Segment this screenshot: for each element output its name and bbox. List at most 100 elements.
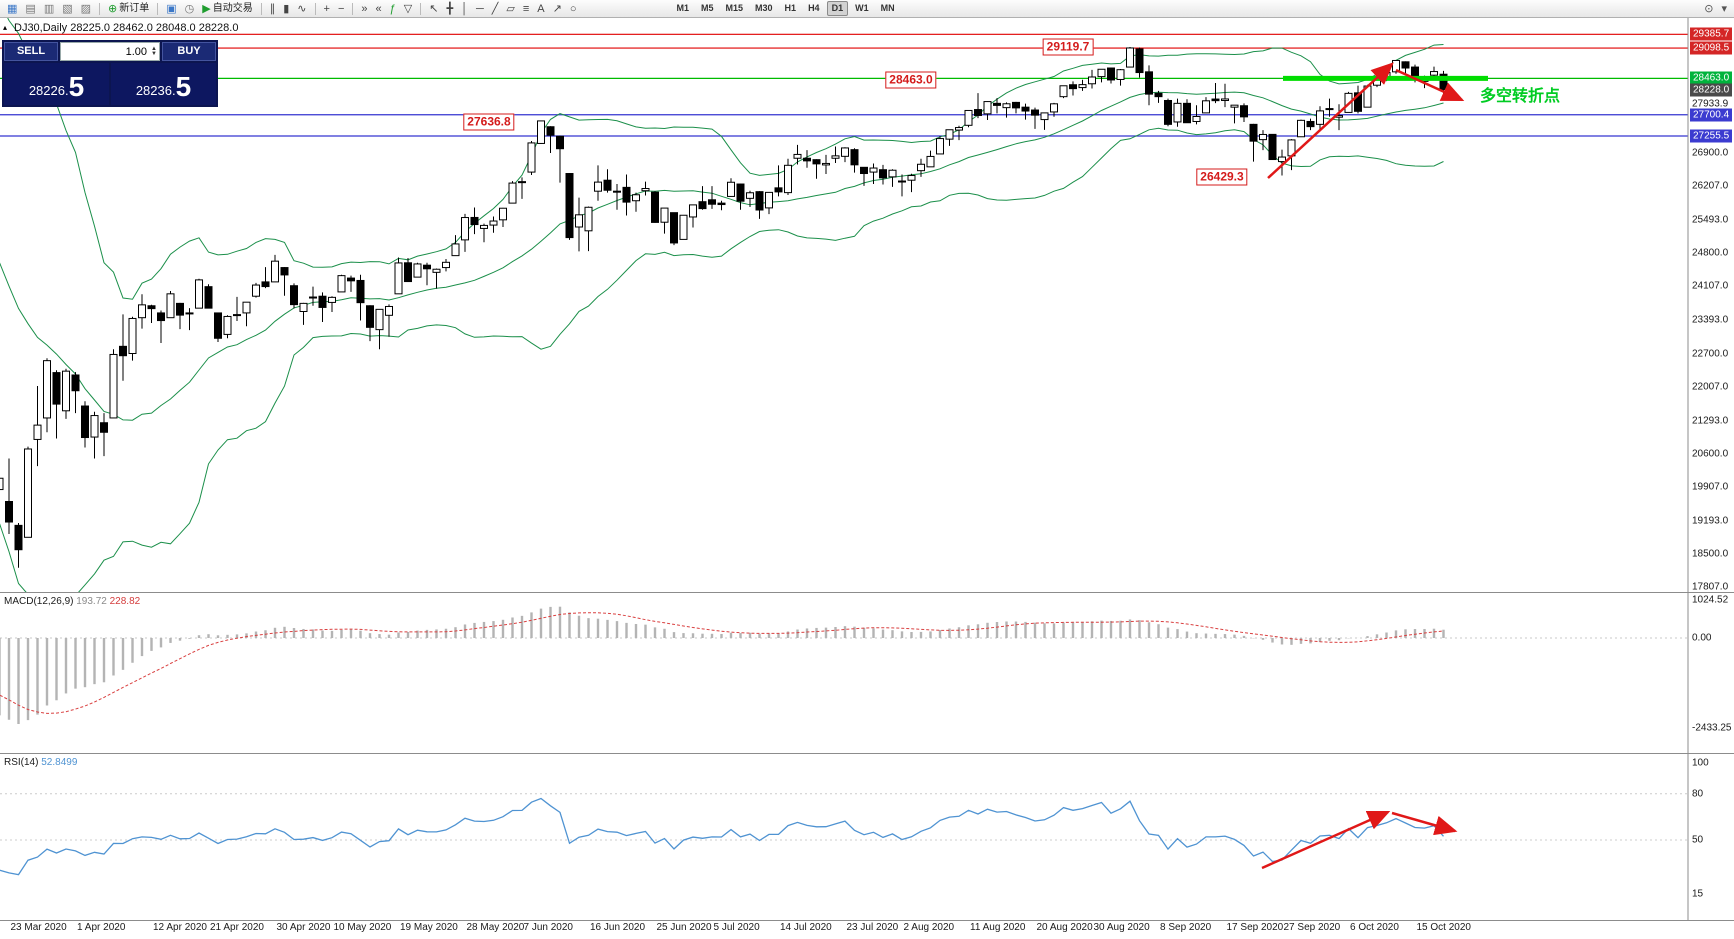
toolbar-separator [314, 2, 316, 15]
rsi-panel [0, 793, 1688, 876]
object-marker-icon: ▴ [3, 23, 8, 32]
horizontal-line-icon: ─ [475, 2, 484, 15]
new-chart-icon[interactable]: ▦ [3, 1, 21, 17]
new-order-button-label: 新订单 [119, 2, 150, 14]
timeframe-w1[interactable]: W1 [855, 3, 869, 13]
rsi-name: RSI(14) [4, 757, 39, 768]
buy-price[interactable]: 28236. 5 [111, 63, 216, 105]
autotrading-button[interactable]: ▶ 自动交易 [198, 1, 256, 17]
sell-button[interactable]: SELL [4, 42, 58, 61]
trend-arrow [1395, 68, 1465, 102]
chart-window-icon[interactable]: ▣ [162, 1, 180, 17]
text-label-icon: A [537, 2, 545, 15]
timeframe-m30[interactable]: M30 [755, 3, 773, 13]
trend-arrow [1267, 62, 1394, 179]
timeframe-m15[interactable]: M15 [725, 3, 744, 13]
candlestick-icon[interactable]: ▮ [279, 1, 293, 17]
volume-up-icon[interactable]: ▲ [151, 45, 157, 52]
timeframe-m1[interactable]: M1 [676, 3, 689, 13]
rsi-line [0, 797, 1444, 876]
macd-name: MACD(12,26,9) [4, 596, 74, 607]
fibonacci-icon[interactable]: ≡ [519, 1, 533, 17]
toolbar: ▦ ▤ ▥ ▧ ▨ ⊕ 新订单 ▣ ◷ ▶ 自动交易 ∥ ▮ ∿ + − » «ƒ ▽ ↖ ╋ │ ─ ╱ ▱ ≡ A ↗ ○ M1 M5… [0, 0, 1734, 18]
macd-panel [0, 606, 1688, 724]
text-label-icon[interactable]: A [533, 1, 548, 17]
navigator-icon[interactable]: ▨ [77, 1, 95, 17]
timeframe-d1[interactable]: D1 [826, 1, 849, 16]
horizontal-line-icon[interactable]: ─ [472, 1, 488, 17]
new-chart-icon: ▦ [7, 2, 18, 15]
market-watch-icon: ▥ [43, 2, 55, 15]
shapes-icon[interactable]: ○ [566, 1, 581, 17]
toolbar-separator [352, 2, 354, 15]
templates-icon[interactable]: ▽ [400, 1, 416, 17]
macd-indicator-label: MACD(12,26,9) 193.72 228.82 [4, 596, 140, 607]
auto-scroll-icon[interactable]: » [357, 1, 371, 17]
toolbar-right-group: ⊙ ▾ [1700, 0, 1731, 17]
rsi-value: 52.8499 [41, 757, 78, 768]
trendline-icon[interactable]: ╱ [488, 1, 503, 17]
zoom-in-icon[interactable]: + [320, 1, 334, 17]
profiles-icon[interactable]: ▤ [21, 1, 39, 17]
toolbar-icons-group: ▦ ▤ ▥ ▧ ▨ ⊕ 新订单 ▣ ◷ ▶ 自动交易 ∥ ▮ ∿ + − » «ƒ ▽ ↖ ╋ │ ─ ╱ ▱ ≡ A ↗ ○ [3, 0, 580, 17]
zoom-in-icon: + [323, 2, 330, 15]
candlestick-series [0, 47, 1448, 568]
fibonacci-icon: ≡ [522, 2, 530, 15]
sell-price-small: 28226. [28, 83, 69, 98]
alerts-icon[interactable]: ◷ [181, 1, 199, 17]
zoom-out-icon[interactable]: − [334, 1, 348, 17]
arrows-tool-icon[interactable]: ↗ [549, 1, 566, 17]
volume-value: 1.00 [125, 45, 148, 58]
timeframe-group: M1 M5 M15 M30 H1 H4 D1 W1 MN [670, 0, 900, 17]
buy-button[interactable]: BUY [162, 42, 216, 61]
trendline-icon: ╱ [491, 2, 499, 15]
templates-icon: ▽ [403, 2, 413, 15]
auto-scroll-icon: » [361, 2, 368, 15]
data-window-icon[interactable]: ▧ [58, 1, 76, 17]
one-click-trading-panel: SELL 1.00 ▲ ▼ BUY 28226. 5 28236. 5 [2, 40, 218, 107]
sell-price[interactable]: 28226. 5 [4, 63, 109, 105]
timeframe-m5[interactable]: M5 [701, 3, 714, 13]
cursor-icon: ↖ [429, 2, 439, 15]
more-icon[interactable]: ▾ [1721, 2, 1727, 15]
buy-price-big: 5 [175, 71, 192, 102]
market-watch-icon[interactable]: ▥ [40, 1, 58, 17]
vertical-line-icon[interactable]: │ [457, 1, 472, 17]
toolbar-separator [157, 2, 159, 15]
crosshair-icon[interactable]: ╋ [442, 1, 457, 17]
autotrading-button: ▶ [202, 2, 211, 15]
timeframe-h4[interactable]: H4 [808, 3, 820, 13]
cursor-icon[interactable]: ↖ [425, 1, 442, 17]
timeframe-h1[interactable]: H1 [784, 3, 797, 13]
navigator-icon: ▨ [80, 2, 92, 15]
timeframe-mn[interactable]: MN [880, 3, 895, 13]
bar-chart-icon[interactable]: ∥ [266, 1, 280, 17]
crosshair-icon: ╋ [446, 2, 454, 15]
main-chart-panel [0, 18, 1688, 592]
bollinger-band [7, 18, 1444, 300]
indicators-icon: ƒ [389, 2, 396, 15]
shapes-icon: ○ [569, 2, 577, 15]
new-order-button: ⊕ [108, 2, 118, 15]
new-order-button[interactable]: ⊕ 新订单 [104, 1, 153, 17]
data-window-icon: ▧ [62, 2, 73, 15]
zoom-out-icon: − [337, 2, 345, 15]
indicators-icon[interactable]: ƒ [386, 1, 400, 17]
chart-shift-icon[interactable]: « [372, 1, 386, 17]
volume-down-icon[interactable]: ▼ [151, 50, 157, 57]
turning-point-annotation: 多空转折点 [1480, 88, 1561, 105]
macd-signal-value: 228.82 [109, 596, 141, 607]
buy-price-small: 28236. [135, 83, 176, 98]
search-icon[interactable]: ⊙ [1704, 2, 1714, 15]
channel-icon[interactable]: ▱ [502, 1, 518, 17]
chart-title: ▴ DJ30,Daily 28225.0 28462.0 28048.0 2822… [3, 22, 238, 34]
bollinger-band [0, 91, 1444, 421]
volume-stepper[interactable]: 1.00 ▲ ▼ [60, 42, 160, 61]
line-chart-icon[interactable]: ∿ [293, 1, 310, 17]
autotrading-button-label: 自动交易 [212, 2, 253, 14]
toolbar-separator [99, 2, 101, 15]
bollinger-band [0, 127, 1444, 592]
vertical-line-icon: │ [461, 2, 468, 15]
